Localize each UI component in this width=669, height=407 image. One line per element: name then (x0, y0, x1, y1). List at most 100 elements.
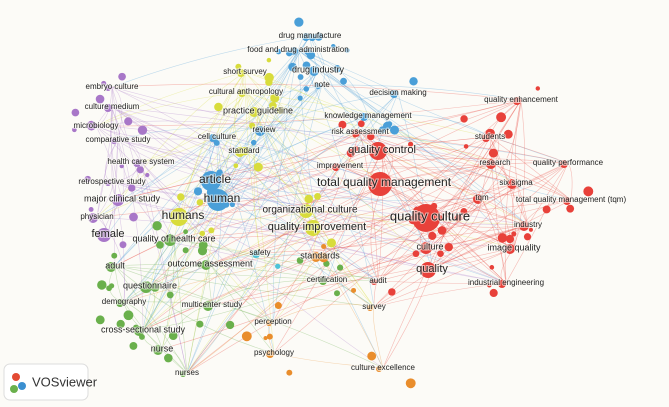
edge (339, 165, 572, 201)
minor-node (183, 229, 188, 235)
edge (214, 84, 323, 181)
edge (272, 226, 318, 323)
edge (173, 199, 572, 240)
node-label: outcome assessment (167, 258, 253, 268)
node-label: article (199, 172, 231, 186)
node-label: standard (228, 146, 259, 155)
edge (149, 285, 384, 369)
node (106, 262, 116, 272)
edge (121, 136, 218, 200)
node-label: quality improvement (268, 221, 366, 233)
minor-node (118, 72, 126, 81)
node (563, 197, 571, 205)
node-label: industry (514, 220, 542, 229)
node (134, 326, 144, 336)
edge (117, 139, 125, 200)
minor-node (266, 57, 272, 63)
edge (429, 224, 529, 248)
edge (216, 115, 369, 138)
edge (142, 150, 245, 331)
logo-text: VOSviewer (32, 374, 98, 389)
edge (359, 131, 379, 282)
edge (381, 136, 491, 151)
edge (245, 91, 529, 226)
minor-node (428, 231, 437, 240)
edge (123, 252, 261, 303)
minor-node (489, 288, 498, 298)
node-label: audit (369, 276, 387, 285)
node (507, 179, 517, 189)
edge (123, 136, 218, 303)
node (513, 97, 521, 105)
edge (123, 162, 496, 303)
edge (316, 197, 483, 228)
minor-node (95, 315, 105, 325)
edge (297, 49, 483, 199)
node-label: drug industry (292, 64, 345, 74)
edge (140, 161, 431, 218)
minor-node (253, 162, 263, 172)
node (319, 277, 327, 285)
edge (321, 84, 383, 151)
minor-node (566, 204, 575, 213)
minor-node (229, 201, 235, 208)
node-label: short survey (223, 67, 267, 76)
minor-node (367, 351, 377, 361)
edge (142, 182, 517, 331)
node-label: survey (362, 302, 386, 311)
minor-node (488, 148, 498, 158)
edge (95, 125, 431, 248)
minor-node (196, 320, 204, 328)
node-label: physician (80, 212, 113, 221)
edge (367, 114, 491, 138)
node (498, 280, 506, 288)
edge (319, 162, 496, 257)
node (201, 171, 221, 191)
edge (149, 131, 361, 287)
minor-node (265, 78, 273, 86)
minor-node (528, 227, 533, 232)
minor-node (367, 132, 375, 141)
edge (339, 158, 569, 167)
minor-node (266, 333, 273, 340)
edge (114, 265, 274, 323)
node (305, 220, 321, 236)
node (352, 129, 360, 137)
node-label: health care system (107, 157, 174, 166)
minor-node (357, 120, 365, 128)
edge (182, 215, 261, 254)
edge (339, 165, 517, 184)
node-label: culture excellence (351, 363, 416, 372)
edge (326, 92, 399, 281)
edge (209, 199, 572, 265)
minor-node (314, 32, 323, 41)
node (112, 194, 124, 206)
edge (245, 91, 433, 270)
node-label: total quality management (317, 175, 452, 189)
node-label: quality (416, 263, 448, 275)
edge (214, 35, 311, 181)
minor-node (409, 77, 418, 86)
minor-node (405, 378, 416, 389)
minor-node (334, 290, 341, 297)
minor-node (101, 80, 107, 87)
node (473, 194, 483, 204)
node (412, 204, 440, 232)
node-label: risk assessment (331, 127, 389, 136)
node-label: decision making (369, 88, 426, 97)
node-label: major clinical study (84, 193, 161, 203)
node-label: female (91, 228, 124, 240)
minor-node (241, 331, 252, 342)
edge (359, 131, 572, 201)
edge (107, 136, 218, 235)
logo[interactable]: VOSviewer (3, 363, 98, 401)
minor-node (136, 166, 144, 174)
minor-node (270, 93, 280, 103)
edge (373, 197, 483, 308)
node-label: cultural anthropology (209, 87, 283, 96)
node-label: comparative study (86, 135, 151, 144)
minor-node (542, 205, 551, 214)
edge (149, 136, 218, 287)
node-label: certification (307, 275, 347, 284)
node-label: adult (105, 260, 125, 270)
